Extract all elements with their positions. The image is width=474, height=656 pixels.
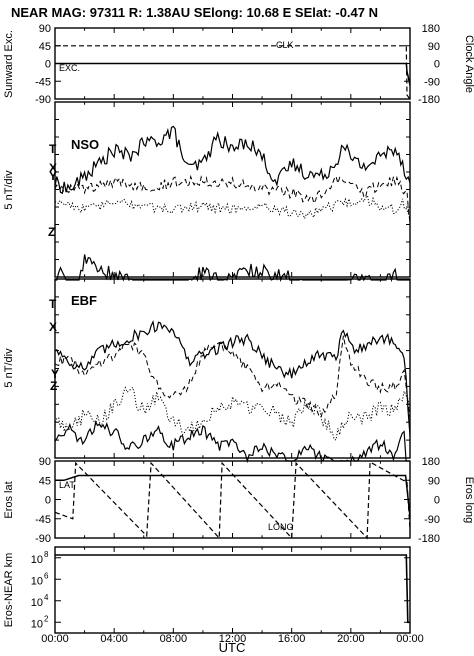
field-trace-y xyxy=(54,194,411,221)
y-tick-label-right: -180 xyxy=(418,533,440,545)
x-tick-label: 00:00 xyxy=(396,633,424,645)
panel-eros-right-label: Eros long xyxy=(463,477,474,523)
y-tick-exponent: 8 xyxy=(44,550,49,559)
y-tick-label-log: 10 xyxy=(31,597,43,609)
y-tick-label-right: 180 xyxy=(422,23,440,35)
y-tick-label-left: 45 xyxy=(39,475,51,487)
x-tick-label: 16:00 xyxy=(278,633,306,645)
y-tick-label-left: 0 xyxy=(45,59,51,71)
y-tick-exponent: 2 xyxy=(44,614,49,623)
y-tick-label-right: -90 xyxy=(424,76,440,88)
nso-x-label: X xyxy=(49,161,57,175)
field-trace-x xyxy=(54,335,411,419)
y-tick-label-left: 90 xyxy=(39,456,51,468)
exc-trace xyxy=(55,62,411,86)
panel-nso-frame xyxy=(54,101,411,278)
clk-series-label: CLK xyxy=(276,40,294,50)
nso-y-label: Y xyxy=(49,169,57,183)
x-tick-label: 04:00 xyxy=(100,633,128,645)
y-tick-exponent: 4 xyxy=(44,593,49,602)
y-tick-label-left: -45 xyxy=(35,76,51,88)
panel-angles: 90 180 45 90 0 0 -45 -90 -90 -180 Sunward Exc. Cl… xyxy=(3,23,474,106)
y-tick-label-right: -180 xyxy=(418,94,440,106)
nso-z-label: Z xyxy=(48,225,55,239)
x-axis-ticks: 00:00 04:00 08:00 12:00 16:00 20:00 00:00 xyxy=(41,633,424,645)
field-trace-t xyxy=(54,319,411,436)
y-tick-label-log: 10 xyxy=(31,575,43,587)
panel-distance-frame xyxy=(54,546,411,634)
field-trace-t xyxy=(54,125,411,195)
y-tick-label-left: -45 xyxy=(35,514,51,526)
panel-nso: NSO 5 nT/div T X Y Z xyxy=(3,101,411,283)
field-trace-z xyxy=(55,254,410,283)
clk-trace xyxy=(55,45,411,100)
figure-title: NEAR MAG: 97311 R: 1.38AU SElong: 10.68 … xyxy=(11,5,378,20)
field-trace-y xyxy=(54,386,411,441)
panel-nso-label: NSO xyxy=(71,137,99,152)
ebf-z-label: Z xyxy=(50,379,57,393)
y-tick-exponent: 6 xyxy=(44,571,49,580)
y-tick-label-left: -90 xyxy=(35,94,51,106)
y-tick-label-log: 10 xyxy=(31,554,43,566)
x-axis-label: UTC xyxy=(219,640,246,655)
y-tick-label-left: 45 xyxy=(39,41,51,53)
panel-eros-position: 90 180 45 90 0 0 -45 -90 -90 -180 Eros lat Eros l… xyxy=(3,456,474,545)
panel-ebf-label: EBF xyxy=(71,293,97,308)
x-tick-label: 08:00 xyxy=(160,633,188,645)
panel-angles-right-label: Clock Angle xyxy=(463,35,474,93)
long-series-label: LONG xyxy=(268,522,294,532)
panel-eros-left-label: Eros lat xyxy=(3,481,15,518)
distance-trace xyxy=(55,554,410,624)
x-tick-label: 00:00 xyxy=(41,633,69,645)
x-tick-label: 12:00 xyxy=(219,633,247,645)
y-tick-label-log: 10 xyxy=(31,618,43,630)
y-tick-label-right: 0 xyxy=(434,495,440,507)
nso-t-label: T xyxy=(49,142,57,156)
y-tick-label-left: -90 xyxy=(35,533,51,545)
panel-ebf-ylabel: 5 nT/div xyxy=(3,348,15,388)
y-tick-label-left: 90 xyxy=(39,23,51,35)
panel-ebf: EBF 5 nT/div T X Y Z xyxy=(3,278,411,464)
y-tick-label-left: 0 xyxy=(45,495,51,507)
lat-series-label: LAT xyxy=(59,480,75,490)
field-trace-x xyxy=(54,174,411,223)
ebf-t-label: T xyxy=(49,297,57,311)
exc-series-label: EXC. xyxy=(59,63,80,73)
panel-ebf-frame xyxy=(54,278,411,459)
y-tick-label-right: 0 xyxy=(434,59,440,71)
y-tick-label-right: 90 xyxy=(428,475,440,487)
ebf-y-label: Y xyxy=(51,367,59,381)
panel-nso-ylabel: 5 nT/div xyxy=(3,170,15,210)
ebf-x-label: X xyxy=(49,320,57,334)
y-tick-label-right: -90 xyxy=(424,514,440,526)
panel-angles-left-label: Sunward Exc. xyxy=(3,30,15,98)
lat-trace xyxy=(55,474,411,517)
panel-distance-ylabel: Eros-NEAR km xyxy=(3,553,15,628)
long-trace xyxy=(54,461,411,540)
y-tick-label-right: 90 xyxy=(428,41,440,53)
y-tick-label-right: 180 xyxy=(422,456,440,468)
x-tick-label: 20:00 xyxy=(337,633,365,645)
